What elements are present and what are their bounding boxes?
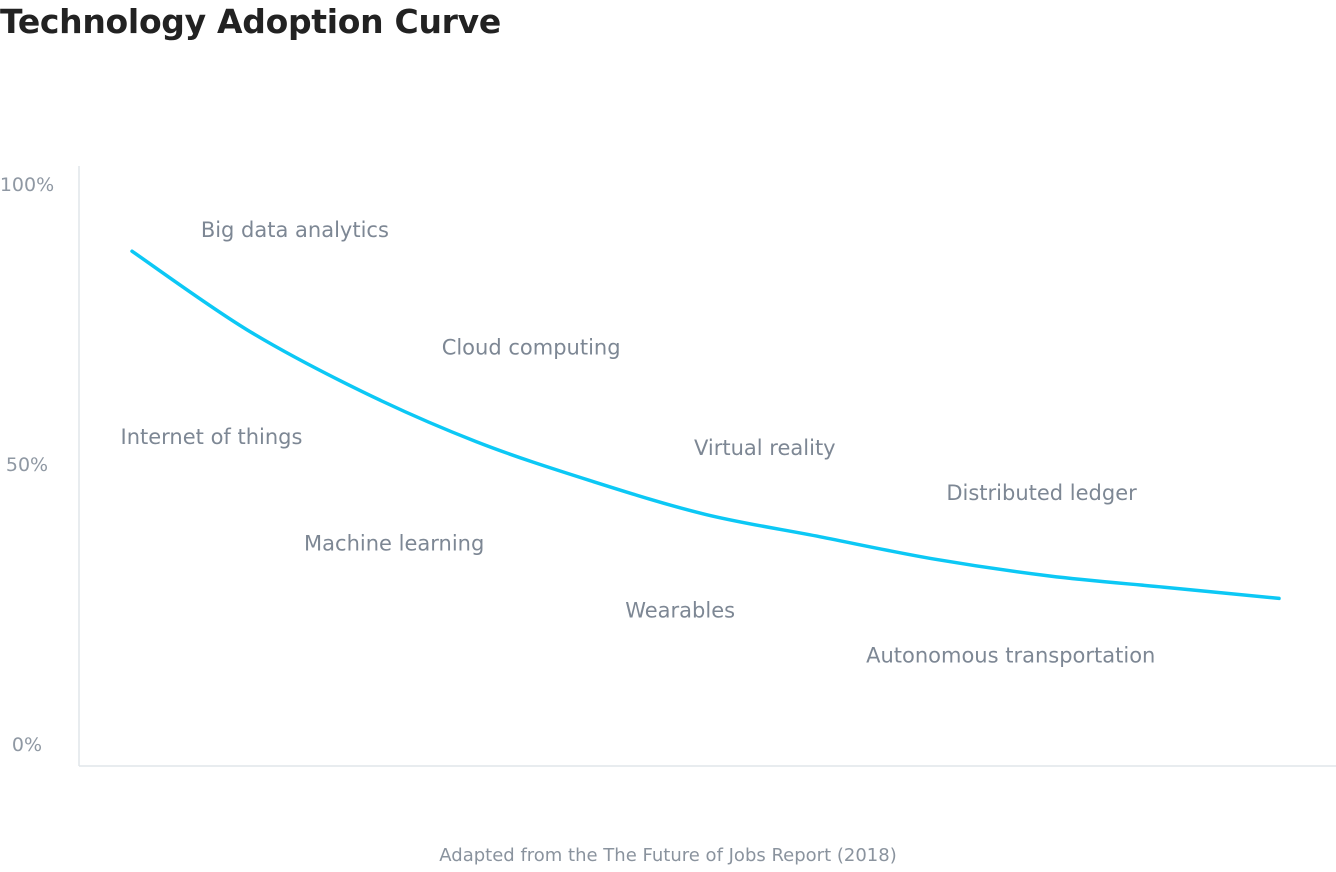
technology-label: Internet of things — [121, 425, 303, 449]
technology-label: Big data analytics — [201, 218, 389, 242]
technology-label: Machine learning — [304, 531, 484, 555]
technology-label: Wearables — [625, 599, 735, 623]
source-caption: Adapted from the The Future of Jobs Repo… — [439, 845, 897, 866]
y-tick-label: 50% — [6, 454, 48, 476]
adoption-curve — [130, 249, 1281, 601]
y-tick-labels: 0% 50% 100% — [0, 174, 54, 756]
technology-label: Virtual reality — [694, 436, 836, 460]
y-tick-label: 100% — [0, 174, 54, 196]
technology-label: Cloud computing — [442, 335, 621, 359]
technology-labels: Big data analytics Cloud computing Interne… — [121, 218, 1156, 668]
chart-title: Technology Adoption Curve — [0, 2, 501, 41]
technology-label: Distributed ledger — [946, 481, 1137, 505]
y-tick-label: 0% — [12, 734, 42, 756]
technology-label: Autonomous transportation — [866, 643, 1155, 667]
